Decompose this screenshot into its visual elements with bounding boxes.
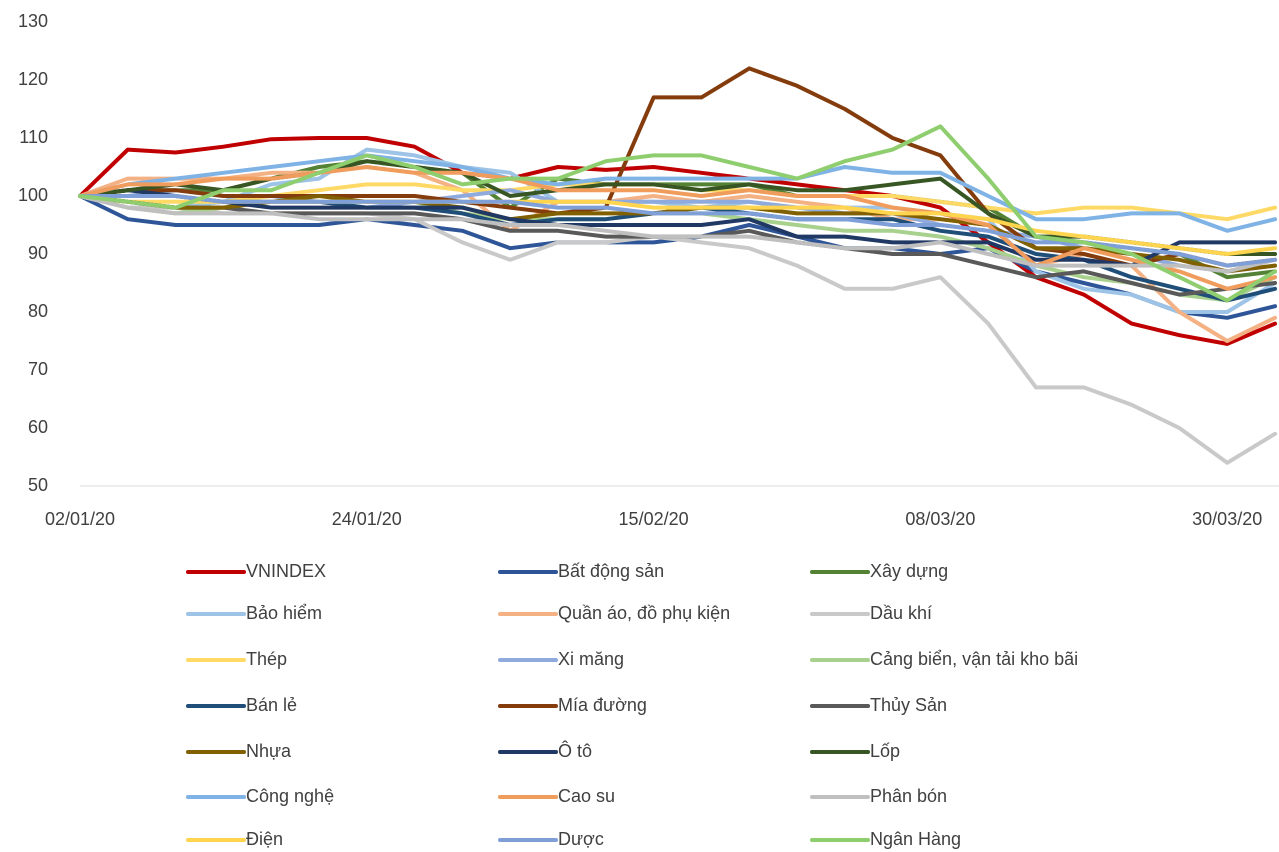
y-tick-label: 70 [28,359,48,379]
legend-label: Ngân Hàng [870,829,961,849]
series-line [78,124,1277,303]
legend-label: Thủy Sản [870,695,947,715]
series-line [78,165,1277,343]
y-tick-label: 90 [28,243,48,263]
x-tick-label: 24/01/20 [332,509,402,529]
series-line [78,136,1277,346]
series-line [78,153,1277,233]
legend-label: Dầu khí [870,603,932,623]
x-tick-label: 08/03/20 [905,509,975,529]
legend-label: Xi măng [558,649,624,669]
legend-label: Công nghệ [246,786,334,806]
legend-label: Phân bón [870,786,947,806]
legend-label: Bán lẻ [246,695,297,715]
y-tick-label: 50 [28,475,48,495]
legend-label: Quần áo, đồ phụ kiện [558,603,730,623]
x-tick-label: 02/01/20 [45,509,115,529]
legend-label: Nhựa [246,741,292,761]
legend-label: Điện [246,829,283,849]
y-tick-label: 110 [19,127,48,147]
legend-label: Cảng biển, vận tải kho bãi [870,649,1078,669]
series-line [78,147,1277,314]
y-tick-label: 130 [18,11,48,31]
legend-label: Bất động sản [558,561,664,581]
x-tick-label: 15/02/20 [619,509,689,529]
legend-label: Xây dựng [870,561,948,581]
legend-label: Mía đường [558,695,647,715]
y-tick-label: 120 [18,69,48,89]
legend-label: VNINDEX [246,561,326,581]
legend-label: Lốp [870,741,900,761]
legend-label: Bảo hiểm [246,603,322,623]
y-tick-label: 80 [28,301,48,321]
legend-label: Ô tô [558,740,592,761]
x-tick-label: 30/03/20 [1192,509,1262,529]
y-tick-label: 100 [18,185,48,205]
legend-label: Cao su [558,786,615,806]
legend-label: Dược [558,829,604,849]
series-line [78,165,1277,291]
series-line [78,194,1277,274]
y-tick-label: 60 [28,417,48,437]
legend-label: Thép [246,649,287,669]
series-line [78,188,1277,268]
